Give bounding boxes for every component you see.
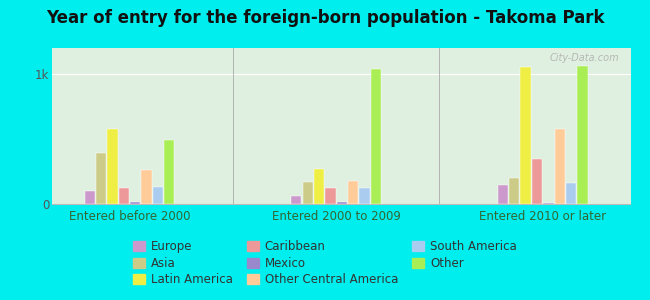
Bar: [119, 188, 129, 204]
Bar: [153, 187, 163, 204]
Bar: [314, 169, 324, 204]
Bar: [141, 170, 151, 204]
Bar: [337, 202, 347, 204]
Bar: [164, 140, 174, 204]
Bar: [554, 129, 565, 204]
Bar: [566, 183, 577, 204]
Bar: [521, 68, 531, 204]
Bar: [302, 182, 313, 204]
Bar: [543, 203, 554, 204]
Bar: [498, 184, 508, 204]
Bar: [577, 66, 588, 204]
Text: Year of entry for the foreign-born population - Takoma Park: Year of entry for the foreign-born popul…: [46, 9, 605, 27]
Text: City-Data.com: City-Data.com: [549, 53, 619, 63]
Bar: [370, 69, 381, 204]
Bar: [96, 153, 106, 204]
Bar: [107, 129, 118, 204]
Bar: [84, 191, 95, 204]
Legend: Europe, Asia, Latin America, Caribbean, Mexico, Other Central America, South Ame: Europe, Asia, Latin America, Caribbean, …: [129, 236, 521, 291]
Bar: [348, 181, 358, 204]
Bar: [130, 202, 140, 204]
Bar: [359, 188, 370, 204]
Bar: [291, 196, 302, 204]
Bar: [325, 188, 335, 204]
Bar: [532, 158, 542, 204]
Bar: [509, 178, 519, 204]
